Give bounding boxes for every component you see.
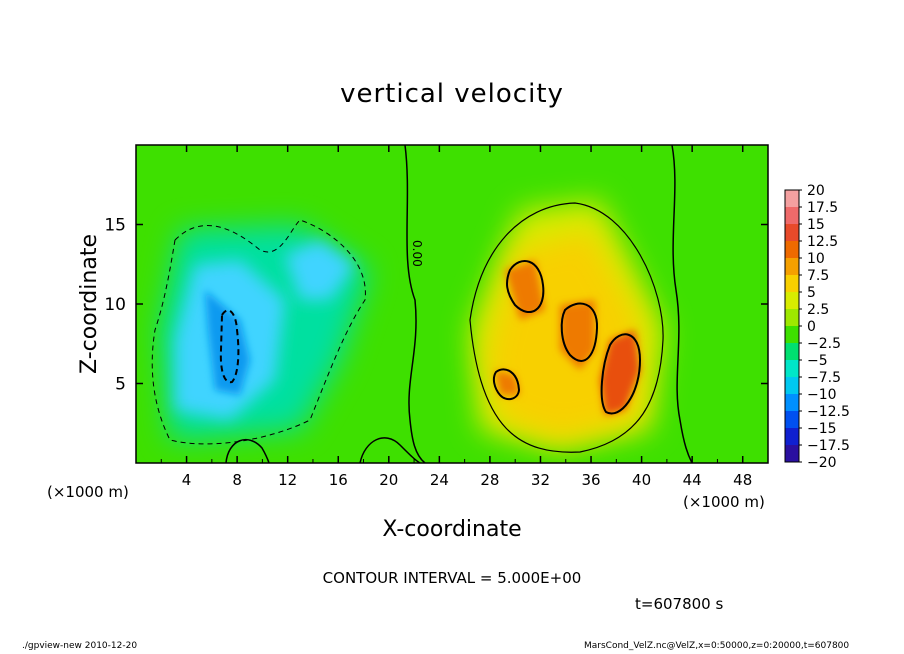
footer-left: ./gpview-new 2010-12-20 bbox=[22, 641, 137, 651]
contour-negative-outer bbox=[151, 219, 366, 445]
colorbar-label: −17.5 bbox=[807, 438, 850, 454]
colorbar-label: 12.5 bbox=[807, 234, 838, 250]
x-tick-label: 40 bbox=[632, 471, 651, 489]
x-tick-label: 16 bbox=[329, 471, 348, 489]
colorbar-cell bbox=[785, 428, 799, 445]
contour-zero-right bbox=[671, 145, 693, 463]
colorbar-cell bbox=[785, 394, 799, 411]
colorbar-cell bbox=[785, 258, 799, 275]
contour-label: 0.00 bbox=[410, 240, 424, 267]
colorbar-cell bbox=[785, 343, 799, 360]
contour-positive-10c bbox=[600, 333, 642, 415]
colorbar-label: 7.5 bbox=[807, 268, 829, 284]
contour-positive-10b bbox=[560, 302, 599, 362]
colorbar-label: 10 bbox=[807, 251, 825, 267]
colorbar-label: 0 bbox=[807, 319, 816, 335]
y-axis: 5 10 15 bbox=[104, 216, 768, 395]
colorbar-cell bbox=[785, 411, 799, 428]
downdraft-region bbox=[160, 225, 370, 440]
x-tick-label: 44 bbox=[683, 471, 702, 489]
chart-title: vertical velocity bbox=[340, 79, 564, 109]
x-tick-label: 4 bbox=[182, 471, 192, 489]
colorbar-cell bbox=[785, 190, 799, 207]
x-tick-label: 28 bbox=[480, 471, 499, 489]
colorbar-cell bbox=[785, 360, 799, 377]
y-tick-label: 10 bbox=[104, 295, 126, 315]
x-tick-label: 24 bbox=[430, 471, 449, 489]
colorbar-cell bbox=[785, 275, 799, 292]
colorbar-label: −20 bbox=[807, 455, 837, 471]
contour-zero-bottom bbox=[359, 437, 421, 463]
x-tick-label: 36 bbox=[581, 471, 600, 489]
colorbar-cell bbox=[785, 207, 799, 224]
colorbar-cell bbox=[785, 377, 799, 394]
time-label: t=607800 s bbox=[635, 595, 723, 613]
contour-interval-text: CONTOUR INTERVAL = 5.000E+00 bbox=[323, 569, 582, 587]
x-tick-label: 48 bbox=[733, 471, 752, 489]
contour-positive-10a bbox=[506, 260, 545, 314]
contour-positive-10d bbox=[492, 368, 521, 401]
contour-lines bbox=[151, 145, 693, 463]
colorbar-label: −5 bbox=[807, 353, 828, 369]
colorbar-cell bbox=[785, 224, 799, 241]
heatmap-field: 0.00 bbox=[136, 145, 768, 463]
x-tick-label: 8 bbox=[232, 471, 242, 489]
colorbar-label: −10 bbox=[807, 387, 837, 403]
colorbar-label: 15 bbox=[807, 217, 825, 233]
y-tick-label: 5 bbox=[115, 375, 126, 395]
contour-negative-inner bbox=[219, 309, 240, 384]
x-tick-label: 32 bbox=[531, 471, 550, 489]
x-unit-label-right: (×1000 m) bbox=[683, 493, 765, 511]
colorbar-label: −15 bbox=[807, 421, 837, 437]
colorbar-cell bbox=[785, 326, 799, 343]
y-tick-label: 15 bbox=[104, 216, 126, 236]
colorbar-label: 17.5 bbox=[807, 200, 838, 216]
contour-zero-bottom2 bbox=[225, 438, 270, 463]
colorbar-label: −2.5 bbox=[807, 336, 841, 352]
colorbar: 2017.51512.5107.552.50−2.5−5−7.5−10−12.5… bbox=[784, 183, 850, 471]
x-tick-label: 12 bbox=[278, 471, 297, 489]
x-tick-label: 20 bbox=[379, 471, 398, 489]
colorbar-cell bbox=[785, 445, 799, 462]
colorbar-label: 20 bbox=[807, 183, 825, 199]
footer-right: MarsCond_VelZ.nc@VelZ,x=0:50000,z=0:2000… bbox=[584, 641, 849, 651]
colorbar-label: −12.5 bbox=[807, 404, 850, 420]
contour-zero-left bbox=[404, 145, 426, 463]
colorbar-cell bbox=[785, 292, 799, 309]
colorbar-label: −7.5 bbox=[807, 370, 841, 386]
colorbar-cell bbox=[785, 241, 799, 258]
y-axis-title: Z-coordinate bbox=[77, 234, 102, 374]
colorbar-cell bbox=[785, 309, 799, 326]
x-axis-title: X-coordinate bbox=[382, 517, 521, 542]
x-axis: 4 8 12 16 20 24 28 32 36 40 44 48 bbox=[160, 145, 752, 489]
contour-positive-5 bbox=[469, 202, 664, 453]
colorbar-label: 5 bbox=[807, 285, 816, 301]
x-unit-label-left: (×1000 m) bbox=[47, 483, 129, 501]
colorbar-label: 2.5 bbox=[807, 302, 829, 318]
